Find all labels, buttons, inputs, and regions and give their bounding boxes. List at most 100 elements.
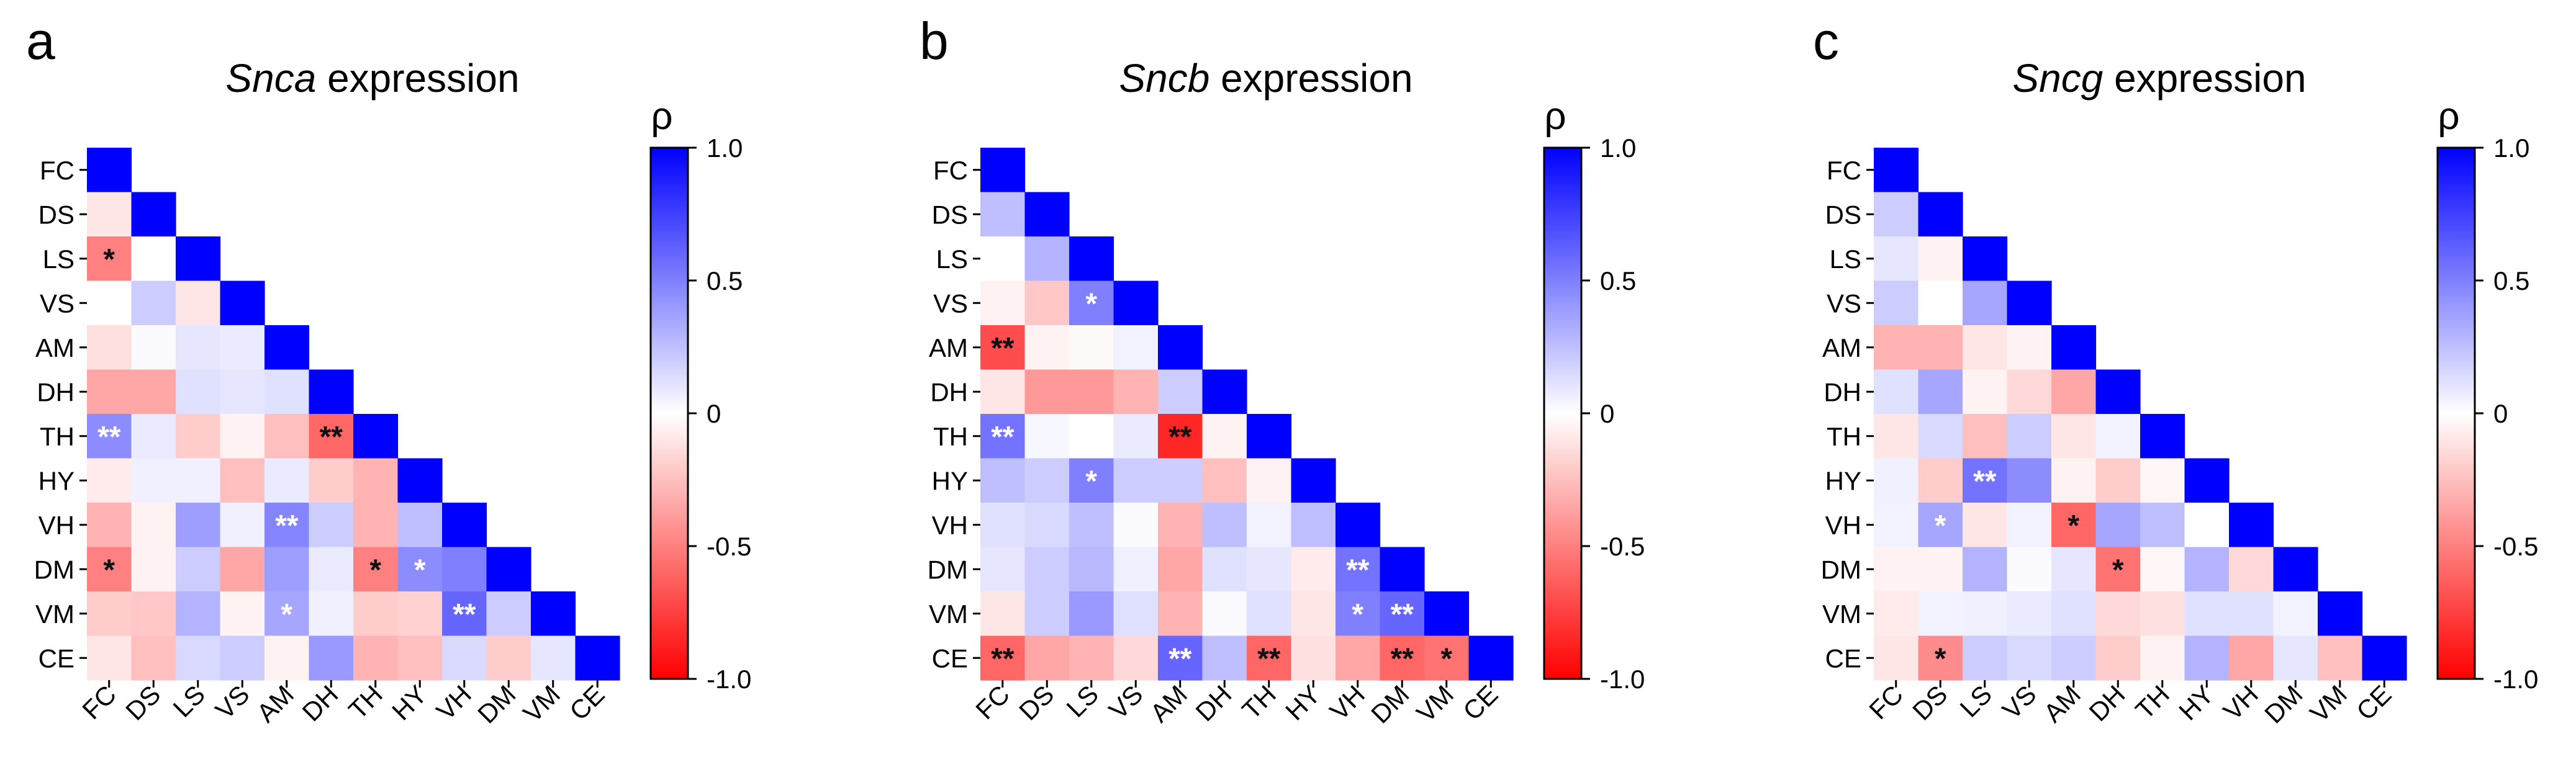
title-rest: expression bbox=[316, 56, 519, 101]
heatmap-cell bbox=[2184, 635, 2230, 681]
heatmap-cell bbox=[2095, 547, 2141, 592]
heatmap-cell bbox=[1113, 325, 1159, 370]
row-label: DH bbox=[1824, 377, 1861, 406]
heatmap-cell bbox=[2184, 591, 2230, 637]
row-label: TH bbox=[40, 422, 75, 451]
heatmap-cell bbox=[220, 414, 265, 459]
heatmap-cell bbox=[2273, 591, 2318, 637]
heatmap-cell bbox=[2051, 591, 2097, 637]
heatmap-cell bbox=[1069, 547, 1114, 592]
heatmap-cell bbox=[1874, 280, 1919, 326]
heatmap-cell bbox=[1335, 591, 1381, 637]
heatmap-cell bbox=[486, 547, 531, 592]
significance-marker: ** bbox=[1973, 465, 1997, 498]
heatmap-cell bbox=[2184, 503, 2230, 548]
col-label: VM bbox=[517, 680, 566, 728]
heatmap-cell bbox=[264, 369, 310, 415]
heatmap-cell bbox=[87, 236, 132, 282]
significance-marker: ** bbox=[275, 509, 299, 542]
title-rest: expression bbox=[2103, 56, 2306, 101]
heatmap-cell bbox=[131, 503, 176, 548]
col-label: VS bbox=[1103, 680, 1149, 725]
colorbar-tick-label: 0 bbox=[707, 399, 721, 428]
col-label: LS bbox=[168, 680, 211, 723]
heatmap-cell bbox=[2007, 414, 2052, 459]
colorbar-tick-label: 0 bbox=[1600, 399, 1614, 428]
heatmap-cell bbox=[1113, 280, 1159, 326]
heatmap-cell bbox=[1113, 458, 1159, 503]
heatmap-cell bbox=[353, 635, 399, 681]
heatmap-cell bbox=[2229, 547, 2274, 592]
col-label: LS bbox=[1061, 680, 1105, 723]
row-label: DH bbox=[930, 377, 968, 406]
heatmap-cell bbox=[220, 280, 265, 326]
heatmap-cell bbox=[1918, 325, 1963, 370]
heatmap-cell bbox=[87, 503, 132, 548]
title-gene: Sncg bbox=[2012, 56, 2103, 101]
panel-title: Snca expression bbox=[225, 56, 519, 101]
heatmap-cell bbox=[397, 591, 443, 637]
heatmap-cell bbox=[531, 635, 576, 681]
heatmap-cell bbox=[131, 547, 176, 592]
significance-marker: ** bbox=[1257, 642, 1281, 675]
heatmap-cell bbox=[1247, 547, 1292, 592]
heatmap-cell bbox=[220, 591, 265, 637]
heatmap-cell bbox=[1874, 635, 1919, 681]
heatmap-cell bbox=[2095, 503, 2141, 548]
heatmap-cell bbox=[1158, 458, 1203, 503]
heatmap-cell bbox=[264, 503, 310, 548]
row-label: DM bbox=[1821, 555, 1861, 584]
row-labels: FC DS LS VS AM DH TH HY VH DM VM CE bbox=[1821, 156, 1874, 673]
colorbar-tick-label: 0 bbox=[2493, 399, 2508, 428]
col-label: VS bbox=[1997, 680, 2042, 725]
col-label: AM bbox=[251, 680, 299, 728]
heatmap-cell bbox=[309, 458, 354, 503]
heatmap-cell bbox=[1069, 369, 1114, 415]
heatmap-cell bbox=[1113, 635, 1159, 681]
col-label: DS bbox=[120, 680, 166, 726]
row-label: VS bbox=[1827, 289, 1861, 318]
heatmap-cell bbox=[131, 280, 176, 326]
heatmap-cell bbox=[2007, 369, 2052, 415]
heatmap-cell bbox=[353, 591, 399, 637]
col-label: VS bbox=[210, 680, 255, 725]
heatmap-cell bbox=[131, 325, 176, 370]
heatmap-cell bbox=[1468, 635, 1514, 681]
col-label: DM bbox=[2259, 680, 2308, 729]
row-label: HY bbox=[932, 466, 968, 495]
colorbar-title: ρ bbox=[2438, 95, 2459, 138]
title-rest: expression bbox=[1209, 56, 1412, 101]
colorbar-tick-label: 1.0 bbox=[1600, 133, 1636, 163]
heatmap-cell bbox=[220, 458, 265, 503]
heatmap-cell bbox=[2362, 635, 2407, 681]
significance-marker: * bbox=[1085, 287, 1097, 320]
heatmap-cell bbox=[397, 547, 443, 592]
heatmap-cell bbox=[87, 148, 132, 193]
col-label: VH bbox=[2218, 680, 2264, 726]
significance-marker: * bbox=[1440, 642, 1452, 675]
heatmap-cell bbox=[1918, 280, 1963, 326]
significance-marker: * bbox=[103, 243, 115, 276]
significance-marker: ** bbox=[1168, 642, 1192, 675]
heatmap-cell bbox=[1024, 414, 1070, 459]
heatmap-cell bbox=[309, 591, 354, 637]
panel-letter: c bbox=[1813, 12, 1839, 70]
colorbar-gradient bbox=[1543, 146, 1583, 680]
heatmap-cell bbox=[353, 458, 399, 503]
heatmap-cell bbox=[2051, 458, 2097, 503]
heatmap-cell bbox=[1963, 547, 2008, 592]
col-label: FC bbox=[76, 680, 122, 725]
heatmap-cell bbox=[220, 635, 265, 681]
heatmap-cell bbox=[486, 635, 531, 681]
col-label: DS bbox=[1013, 680, 1060, 726]
row-label: CE bbox=[932, 644, 968, 673]
heatmap-cell bbox=[1291, 503, 1336, 548]
row-label: CE bbox=[38, 644, 75, 673]
panel-letter: a bbox=[26, 12, 55, 70]
colorbar-tick-label: -1.0 bbox=[2493, 665, 2538, 694]
heatmap-cell bbox=[309, 414, 354, 459]
row-label: DS bbox=[38, 200, 75, 229]
heatmap-cell bbox=[1874, 369, 1919, 415]
